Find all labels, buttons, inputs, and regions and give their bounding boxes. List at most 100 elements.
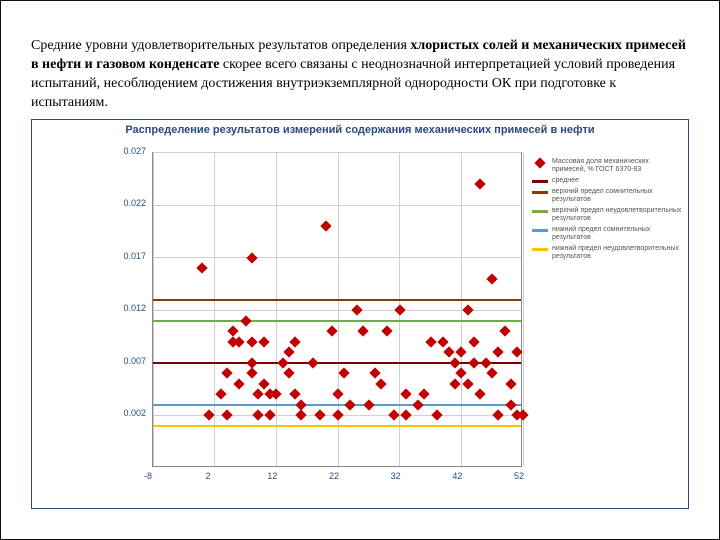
data-point [462,378,473,389]
legend-item: верхний предел неудовлетворительных резу… [532,207,682,223]
data-point [474,388,485,399]
data-point [351,304,362,315]
data-point [468,336,479,347]
line-swatch-icon [532,229,548,232]
x-tick-label: 32 [391,471,401,481]
reference-line [153,425,521,427]
y-tick-label: 0.017 [112,251,146,261]
data-point [258,378,269,389]
y-tick-label: 0.022 [112,198,146,208]
data-point [388,409,399,420]
data-point [431,409,442,420]
data-point [400,409,411,420]
data-point [252,409,263,420]
data-point [332,388,343,399]
data-point [234,336,245,347]
data-point [332,409,343,420]
reference-line [153,362,521,364]
data-point [258,336,269,347]
grid-line-h [153,257,521,258]
data-point [443,346,454,357]
legend-item: нижний предел неудовлетворительных резул… [532,245,682,261]
line-swatch-icon [532,210,548,213]
data-point [264,409,275,420]
legend: Массовая доля механических примесей, % Г… [532,158,682,265]
data-point [468,357,479,368]
data-point [227,325,238,336]
chart-title: Распределение результатов измерений соде… [32,120,688,136]
line-swatch-icon [532,191,548,194]
diamond-icon [534,157,545,168]
legend-item: верхний предел сомнительных результатов [532,188,682,204]
data-point [382,325,393,336]
data-point [221,367,232,378]
data-point [289,336,300,347]
data-point [462,304,473,315]
data-point [221,409,232,420]
data-point [289,388,300,399]
data-point [246,367,257,378]
data-point [511,346,522,357]
data-point [283,367,294,378]
data-point [234,378,245,389]
data-point [357,325,368,336]
reference-line [153,404,521,406]
x-tick-label: 22 [329,471,339,481]
data-point [474,178,485,189]
grid-line-h [153,152,521,153]
data-point [449,357,460,368]
data-point [449,378,460,389]
data-point [203,409,214,420]
legend-item: среднее [532,177,682,185]
y-tick-label: 0.007 [112,356,146,366]
grid-line-h [153,205,521,206]
y-tick-label: 0.012 [112,303,146,313]
data-point [246,336,257,347]
legend-item: Массовая доля механических примесей, % Г… [532,158,682,174]
plot-area [152,152,522,467]
data-point [394,304,405,315]
legend-label: среднее [552,177,682,185]
data-point [400,388,411,399]
legend-label: верхний предел неудовлетворительных резу… [552,207,682,223]
data-point [338,367,349,378]
x-tick-label: 12 [267,471,277,481]
legend-label: нижний предел неудовлетворительных резул… [552,245,682,261]
data-point [419,388,430,399]
data-point [308,357,319,368]
data-point [240,315,251,326]
slide-frame: Средние уровни удовлетворительных резуль… [0,0,720,540]
data-point [277,357,288,368]
data-point [412,399,423,410]
data-point [493,409,504,420]
legend-label: верхний предел сомнительных результатов [552,188,682,204]
data-point [493,346,504,357]
data-point [197,262,208,273]
data-point [456,367,467,378]
data-point [505,399,516,410]
x-tick-label: 52 [514,471,524,481]
data-point [499,325,510,336]
legend-label: Массовая доля механических примесей, % Г… [552,158,682,174]
data-point [369,367,380,378]
data-point [246,252,257,263]
data-point [283,346,294,357]
intro-paragraph: Средние уровни удовлетворительных резуль… [31,37,689,113]
line-swatch-icon [532,248,548,251]
chart-container: Распределение результатов измерений соде… [31,119,689,509]
data-point [486,367,497,378]
reference-line [153,320,521,322]
data-point [375,378,386,389]
x-tick-label: 2 [206,471,211,481]
data-point [456,346,467,357]
y-tick-label: 0.002 [112,408,146,418]
x-tick-label: 42 [452,471,462,481]
data-point [363,399,374,410]
data-point [437,336,448,347]
legend-item: нижний предел сомнительных результатов [532,226,682,242]
data-point [480,357,491,368]
reference-line [153,299,521,301]
intro-pre: Средние уровни удовлетворительных резуль… [31,38,410,53]
data-point [486,273,497,284]
y-tick-label: 0.027 [112,146,146,156]
